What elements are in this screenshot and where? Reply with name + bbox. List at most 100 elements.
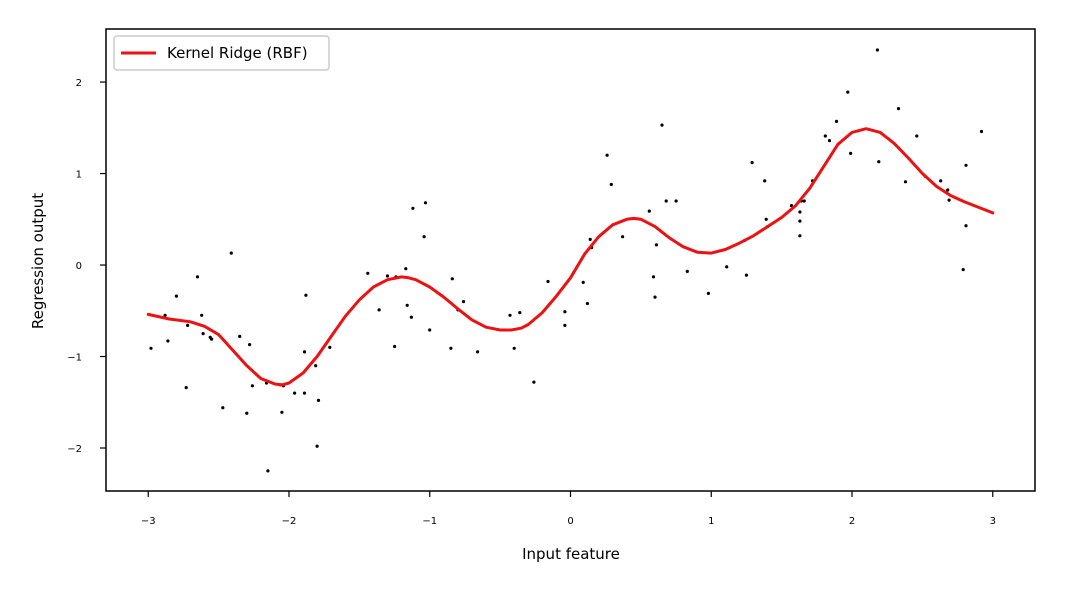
data-point — [393, 344, 397, 349]
data-point — [798, 210, 802, 214]
data-point — [149, 346, 153, 350]
data-point — [563, 323, 567, 327]
x-tick-label: −1 — [422, 516, 437, 527]
series-line-kernel-ridge — [146, 127, 995, 387]
data-point — [293, 391, 297, 395]
data-point — [849, 151, 853, 155]
data-point — [512, 346, 516, 350]
data-point — [423, 201, 428, 205]
data-point — [449, 346, 453, 350]
data-point — [706, 291, 711, 295]
data-point — [939, 179, 943, 183]
data-point — [763, 179, 767, 183]
data-point — [653, 295, 657, 299]
data-point — [508, 313, 512, 317]
data-point — [195, 275, 200, 279]
data-point — [518, 311, 522, 315]
data-point — [802, 199, 806, 203]
data-point — [964, 224, 968, 228]
data-point — [250, 384, 254, 388]
data-point — [585, 301, 590, 306]
data-point — [896, 107, 901, 111]
data-point — [328, 345, 332, 349]
data-point — [979, 129, 984, 134]
data-point — [725, 265, 729, 269]
x-axis-label: Input feature — [522, 545, 620, 563]
data-point — [621, 235, 625, 239]
data-point — [961, 268, 965, 272]
y-axis-label: Regression output — [29, 193, 47, 329]
legend: Kernel Ridge (RBF) — [113, 35, 330, 71]
data-point — [411, 206, 415, 210]
data-point — [377, 308, 381, 312]
data-point — [476, 350, 480, 354]
data-point — [163, 313, 167, 317]
legend-box — [113, 35, 330, 71]
data-point — [302, 391, 307, 395]
data-point — [404, 267, 408, 271]
data-point — [581, 280, 585, 284]
legend-label: Kernel Ridge (RBF) — [167, 44, 308, 62]
data-point — [685, 269, 689, 273]
y-tick-label: 0 — [76, 261, 82, 272]
data-point — [186, 323, 190, 327]
data-point — [915, 134, 919, 138]
data-point — [405, 303, 409, 307]
data-point — [174, 294, 178, 298]
data-point — [789, 204, 794, 208]
data-point — [563, 310, 567, 314]
data-point — [609, 182, 613, 187]
data-point — [450, 277, 454, 281]
data-point — [827, 139, 832, 143]
data-point — [823, 134, 827, 138]
x-tick-label: 2 — [849, 516, 855, 527]
data-point — [280, 410, 284, 414]
data-point — [200, 313, 204, 317]
x-tick-label: −3 — [141, 516, 156, 527]
data-point — [798, 219, 802, 223]
data-point — [546, 279, 550, 284]
x-tick-label: −2 — [282, 516, 297, 527]
data-point — [744, 273, 749, 277]
data-point — [605, 153, 609, 157]
data-point — [947, 198, 951, 202]
x-tick-label: 0 — [567, 516, 573, 527]
data-point — [302, 350, 307, 354]
data-point — [366, 271, 370, 275]
data-point — [422, 235, 426, 239]
data-point — [314, 364, 318, 368]
data-point — [184, 386, 188, 390]
plot-marks — [146, 48, 995, 473]
data-point — [764, 217, 768, 221]
data-point — [798, 234, 802, 238]
data-point — [877, 160, 881, 164]
data-point — [903, 180, 908, 184]
data-point — [532, 380, 536, 384]
data-point — [238, 334, 242, 338]
data-point — [304, 293, 308, 297]
data-point — [750, 161, 754, 165]
data-point — [266, 469, 270, 473]
x-tick-label: 3 — [990, 516, 996, 527]
y-tick-label: 2 — [76, 78, 82, 89]
data-point — [315, 444, 319, 448]
data-point — [229, 251, 233, 255]
data-point — [248, 343, 252, 347]
y-tick-label: −2 — [67, 444, 82, 455]
axis-ticks: −3 −2 −1 0 1 2 3 −2 −1 0 1 2 — [67, 78, 996, 527]
data-point — [660, 123, 664, 127]
data-point — [664, 199, 668, 203]
data-point — [201, 332, 205, 336]
data-point — [245, 411, 249, 415]
y-tick-label: −1 — [67, 353, 82, 364]
data-point — [964, 163, 968, 167]
x-tick-label: 1 — [708, 516, 714, 527]
data-point — [588, 237, 592, 241]
data-point — [647, 209, 651, 213]
data-point — [316, 398, 321, 402]
y-tick-label: 1 — [76, 170, 82, 181]
data-point — [654, 243, 659, 247]
data-point — [846, 90, 850, 94]
